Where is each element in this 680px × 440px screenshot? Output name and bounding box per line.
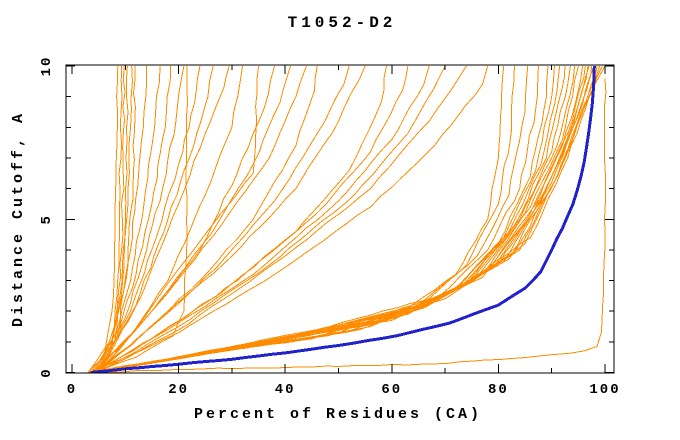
orange-curve-24 (93, 65, 409, 373)
orange-curve-31 (90, 65, 529, 373)
x-axis-title: Percent of Residues (CA) (194, 406, 482, 423)
orange-curve-22 (98, 65, 366, 373)
orange-curve-28 (93, 65, 489, 373)
axis-tick-labels: 0 20 40 60 80 100 0 5 10 (39, 56, 620, 398)
orange-outlier-curve (93, 78, 607, 373)
orange-curve-49 (98, 65, 606, 373)
orange-curve-04 (92, 65, 129, 373)
orange-curve-11 (92, 65, 185, 373)
chart-title: T1052-D2 (288, 14, 397, 32)
orange-curve-26 (98, 65, 446, 373)
y-tick-label: 10 (39, 56, 55, 77)
highlighted-blue-curve (90, 65, 596, 373)
y-axis-title: Distance Cutoff, A (10, 111, 27, 327)
orange-curve-14 (98, 65, 230, 373)
orange-curve-19 (98, 65, 307, 373)
orange-curve-25 (95, 65, 430, 373)
x-tick-label: 0 (67, 382, 77, 398)
orange-curve-06 (98, 65, 136, 373)
x-tick-label: 80 (488, 382, 509, 398)
x-tick-label: 20 (168, 382, 189, 398)
curve-lines (87, 65, 607, 373)
y-tick-label: 5 (39, 214, 55, 224)
orange-curve-01 (87, 65, 119, 373)
y-tick-label: 0 (39, 367, 55, 377)
x-tick-label: 60 (381, 382, 402, 398)
orange-curve-45 (98, 65, 595, 373)
x-tick-label: 100 (589, 382, 620, 398)
orange-curve-33 (93, 65, 549, 373)
orange-curve-27 (98, 65, 467, 373)
orange-curve-12 (95, 65, 201, 373)
orange-curve-21 (95, 65, 350, 373)
orange-curve-08 (87, 65, 148, 373)
orange-curve-02 (90, 65, 123, 373)
orange-curve-23 (93, 65, 387, 373)
orange-curve-10 (92, 65, 172, 373)
x-tick-label: 40 (275, 382, 296, 398)
axis-ticks (66, 65, 614, 373)
orange-curve-09 (90, 65, 161, 373)
orange-curve-32 (90, 65, 539, 373)
orange-curve-15 (92, 65, 244, 373)
orange-curve-13 (98, 65, 214, 373)
orange-curve-41 (90, 65, 586, 373)
